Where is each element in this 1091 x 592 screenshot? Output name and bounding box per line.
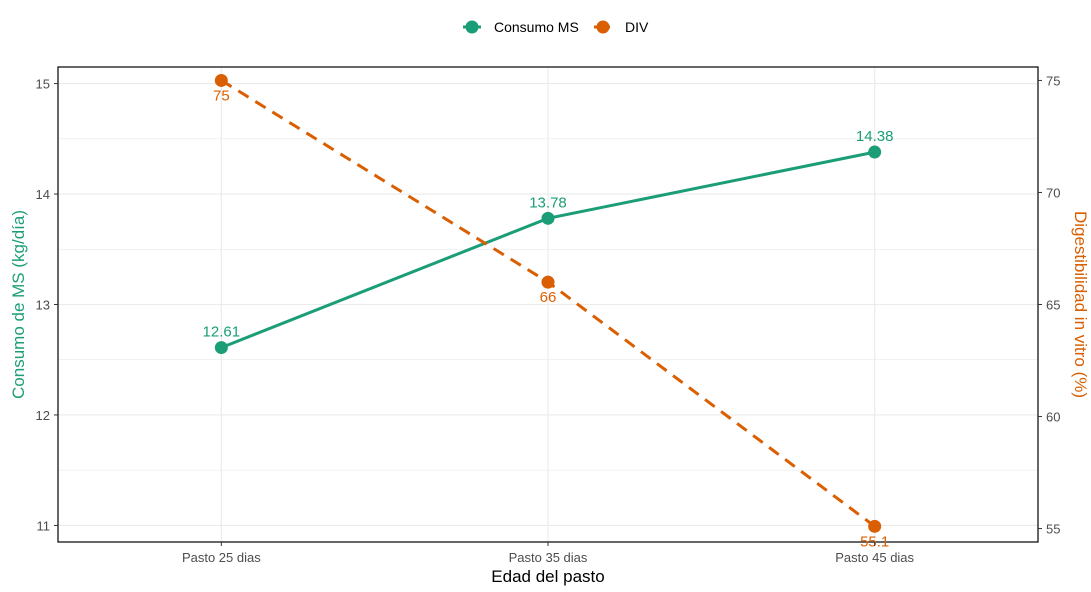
data-label-consumo: 14.38 <box>856 128 894 145</box>
legend-key-div-marker <box>596 20 610 34</box>
data-point-consumo <box>214 341 228 355</box>
legend: Consumo MS DIV <box>463 19 649 35</box>
y-axis-right-title: Digestibilidad in vitro (%) <box>1071 211 1090 398</box>
data-point-div <box>541 275 555 289</box>
y-right-tick-label: 75 <box>1046 73 1060 88</box>
data-point-consumo <box>541 211 555 225</box>
x-axis-title: Edad del pasto <box>491 567 604 586</box>
data-label-consumo: 13.78 <box>529 194 567 211</box>
data-labels: 12.61 13.78 14.38 75 66 55.1 <box>203 87 894 550</box>
data-label-div: 55.1 <box>860 533 889 550</box>
y-right-tick-label: 70 <box>1046 185 1060 200</box>
y-right-tick-label: 60 <box>1046 410 1060 425</box>
legend-label-consumo: Consumo MS <box>494 19 579 35</box>
data-point-div <box>868 519 882 533</box>
y-axis-left-title: Consumo de MS (kg/día) <box>9 210 28 399</box>
y-left-tick-label: 14 <box>36 187 50 202</box>
y-left-tick-label: 13 <box>36 298 50 313</box>
data-point-consumo <box>868 145 882 159</box>
y-left-tick-label: 15 <box>36 77 50 92</box>
y-left-tick-label: 12 <box>36 408 50 423</box>
axes: 11 12 13 14 15 55 60 65 70 75 Pasto 25 dias Pasto 3… <box>36 73 1061 565</box>
series-points <box>214 73 882 533</box>
data-label-div: 66 <box>540 289 557 306</box>
x-tick-label: Pasto 35 dias <box>509 550 588 565</box>
y-right-tick-label: 55 <box>1046 522 1060 537</box>
legend-label-div: DIV <box>625 19 649 35</box>
data-label-div: 75 <box>213 87 230 104</box>
y-right-tick-label: 65 <box>1046 298 1060 313</box>
x-tick-label: Pasto 25 dias <box>182 550 261 565</box>
y-left-tick-label: 11 <box>37 518 51 533</box>
x-tick-label: Pasto 45 dias <box>835 550 914 565</box>
data-label-consumo: 12.61 <box>203 324 241 341</box>
data-point-div <box>214 73 228 87</box>
legend-key-consumo-marker <box>465 20 479 34</box>
